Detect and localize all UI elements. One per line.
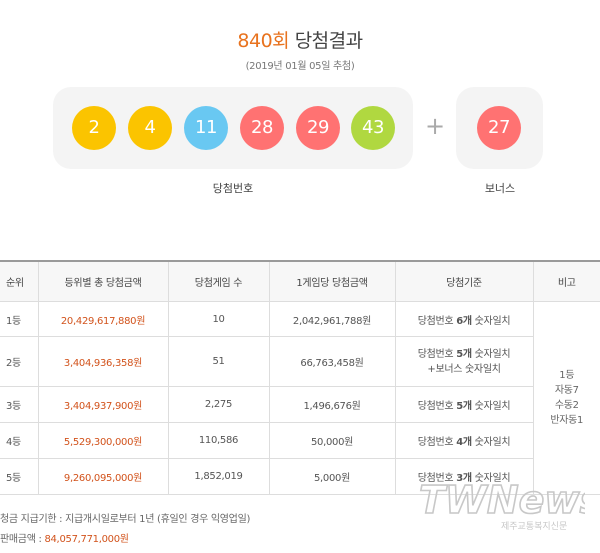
number-ball: 28 [240, 106, 284, 150]
criteria-text: 당첨번호 [417, 401, 457, 412]
sales-label: 판매금액 : [0, 534, 45, 545]
rank-cell: 4등 [0, 422, 38, 459]
criteria-text: 숫자일치 [471, 401, 511, 412]
remark-line: 자동7 [554, 385, 579, 396]
prize-results-table: 순위 등위별 총 당첨금액 당첨게임 수 1게임당 당첨금액 당첨기준 비고 1… [0, 260, 600, 495]
rank-cell: 3등 [0, 386, 38, 423]
watermark-tagline: 제주교통복지신문 [501, 521, 567, 532]
header-prize-per-game: 1게임당 당첨금액 [268, 260, 395, 302]
header-rank: 순위 [0, 260, 38, 302]
rank-cell: 2등 [0, 336, 38, 387]
winning-numbers-caption: 당첨번호 [212, 182, 254, 195]
prize-per-game-cell: 50,000원 [268, 422, 395, 459]
table-row: 3등 3,404,937,900원 2,275 1,496,676원 당첨번호 … [0, 386, 600, 423]
criteria-cell: 당첨번호 6개 숫자일치 [394, 301, 533, 337]
criteria-count: 3개 [456, 473, 472, 484]
criteria-cell: 당첨번호 5개 숫자일치 +보너스 숫자일치 [394, 336, 533, 387]
header-total-prize: 등위별 총 당첨금액 [37, 260, 168, 302]
title-text: 당첨결과 [294, 30, 363, 52]
criteria-count: 5개 [456, 401, 472, 412]
remark-line: 반자동1 [550, 415, 584, 426]
payment-deadline-note: 청금 지급기한 : 지급개시일로부터 1년 (휴일인 경우 익영업일) [0, 514, 251, 525]
table-row: 4등 5,529,300,000원 110,586 50,000원 당첨번호 4… [0, 422, 600, 459]
rank-cell: 1등 [0, 301, 38, 337]
bonus-ball: 27 [477, 106, 521, 150]
criteria-count: 4개 [456, 437, 472, 448]
total-prize-cell: 20,429,617,880원 [37, 301, 168, 337]
table-row: 1등 20,429,617,880원 10 2,042,961,788원 당첨번… [0, 301, 600, 495]
total-prize-cell: 3,404,936,358원 [37, 336, 168, 387]
number-ball: 29 [296, 106, 340, 150]
total-prize-cell: 9,260,095,000원 [37, 458, 168, 495]
criteria-cell: 당첨번호 5개 숫자일치 [394, 386, 533, 423]
winning-games-cell: 110,586 [167, 422, 269, 459]
winning-games-cell: 51 [167, 336, 269, 387]
criteria-text: 숫자일치 [471, 473, 511, 484]
winning-games-cell: 1,852,019 [167, 458, 269, 495]
rank-cell: 5등 [0, 458, 38, 495]
criteria-text: 당첨번호 [417, 473, 457, 484]
plus-icon: + [424, 112, 446, 140]
criteria-cell: 당첨번호 4개 숫자일치 [394, 422, 533, 459]
prize-per-game-cell: 66,763,458원 [268, 336, 395, 387]
criteria-count: 5개 [456, 348, 472, 360]
criteria-text: 숫자일치 [471, 348, 511, 360]
criteria-text: 당첨번호 [417, 437, 457, 448]
prize-per-game-cell: 2,042,961,788원 [268, 301, 395, 337]
criteria-text: 당첨번호 [417, 348, 457, 360]
criteria-text: 숫자일치 [471, 315, 511, 327]
table-row: 2등 3,404,936,358원 51 66,763,458원 당첨번호 5개… [0, 336, 600, 387]
remarks-cell: 1등 자동7 수동2 반자동1 [532, 301, 600, 495]
criteria-bonus-text: +보너스 숫자일치 [427, 363, 501, 375]
winning-games-cell: 2,275 [167, 386, 269, 423]
number-ball: 4 [128, 106, 172, 150]
remark-line: 수동2 [554, 400, 579, 411]
total-prize-cell: 5,529,300,000원 [37, 422, 168, 459]
sales-value: 84,057,771,000원 [44, 534, 129, 545]
total-prize-cell: 3,404,937,900원 [37, 386, 168, 423]
winning-numbers-panel: 2 4 11 28 29 43 [53, 87, 413, 169]
twnews-watermark-logo: TWNews 제주교통복지신문 [418, 477, 585, 532]
number-ball: 2 [72, 106, 116, 150]
criteria-text: 당첨번호 [417, 315, 457, 327]
bonus-caption: 보너스 [484, 182, 516, 195]
prize-per-game-cell: 5,000원 [268, 458, 395, 495]
winning-games-cell: 10 [167, 301, 269, 337]
round-number: 840회 [237, 30, 290, 52]
table-header-row: 순위 등위별 총 당첨금액 당첨게임 수 1게임당 당첨금액 당첨기준 비고 [0, 260, 600, 302]
number-ball: 43 [351, 106, 395, 150]
watermark-logo-text: TWNews [419, 478, 585, 522]
header-remarks: 비고 [532, 260, 600, 302]
table-row: 5등 9,260,095,000원 1,852,019 5,000원 당첨번호 … [0, 458, 600, 495]
draw-date: (2019년 01월 05일 추첨) [245, 61, 355, 72]
criteria-count: 6개 [456, 315, 472, 327]
sales-amount-note: 판매금액 : 84,057,771,000원 [0, 530, 129, 545]
draw-title: 840회 당첨결과 [0, 26, 600, 53]
criteria-text: 숫자일치 [471, 437, 511, 448]
remark-line: 1등 [559, 370, 575, 381]
number-ball: 11 [184, 106, 228, 150]
bonus-number-panel: 27 [456, 87, 543, 169]
header-winning-games: 당첨게임 수 [167, 260, 269, 302]
criteria-cell: 당첨번호 3개 숫자일치 [394, 458, 533, 495]
header-criteria: 당첨기준 [394, 260, 533, 302]
prize-per-game-cell: 1,496,676원 [268, 386, 395, 423]
